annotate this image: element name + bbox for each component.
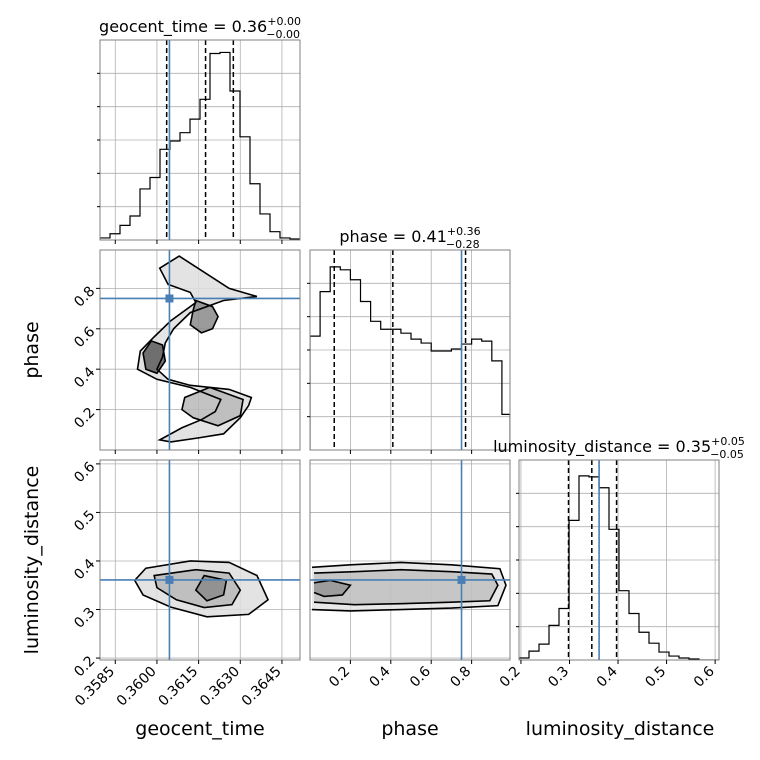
histogram-luminosity_distance (519, 475, 719, 660)
title-sup-phase: +0.36 (447, 225, 481, 238)
y-tick-label-luminosity_distance: 0.4 (71, 556, 98, 583)
contour-line (181, 386, 244, 427)
pair-frame (99, 249, 301, 451)
density-fill (195, 575, 227, 601)
x-axis-label-luminosity_distance: luminosity_distance (526, 718, 715, 740)
contour-line (311, 561, 507, 612)
pair-panel-geocent_time-luminosity_distance (100, 460, 300, 660)
hist-panel-phase (310, 250, 510, 450)
truth-marker (457, 575, 466, 584)
title-sub-geocent_time: −0.00 (266, 28, 300, 41)
y-tick-label-luminosity_distance: 0.3 (71, 605, 98, 632)
title-sup-geocent_time: +0.00 (267, 15, 301, 28)
x-axis-label-geocent_time: geocent_time (135, 718, 264, 740)
pair-panel-bg (100, 460, 300, 660)
title-geocent_time: geocent_time = 0.36+0.00 (99, 15, 301, 37)
pair-frame (99, 459, 301, 661)
y-tick-label-phase: 0.6 (71, 324, 98, 351)
title-main-luminosity_distance: luminosity_distance = 0.35 (493, 437, 711, 457)
x-tick-label-phase: 0.4 (367, 663, 394, 690)
histogram-geocent_time (100, 51, 300, 240)
x-tick-label-geocent_time: 0.3615 (155, 664, 201, 710)
hist-panel-luminosity_distance (519, 460, 719, 660)
pair-panel-phase-luminosity_distance (310, 460, 510, 660)
title-main-phase: phase = 0.41 (339, 227, 446, 246)
y-tick-label-luminosity_distance: 0.5 (71, 507, 98, 534)
title-luminosity_distance: luminosity_distance = 0.35+0.05 (493, 435, 745, 457)
contour-line (189, 299, 219, 334)
x-tick-label-phase: 0.6 (407, 663, 434, 690)
x-tick-label-luminosity_distance: 0.2 (497, 664, 524, 691)
contour-line (133, 560, 270, 618)
y-tick-label-phase: 0.2 (71, 405, 98, 432)
truth-marker (165, 294, 174, 303)
density-fill (181, 387, 244, 426)
x-tick-label-phase: 0.8 (447, 664, 474, 691)
contour-line (313, 568, 499, 606)
x-tick-label-luminosity_distance: 0.3 (545, 664, 572, 691)
contour-line (142, 339, 167, 375)
title-sub-luminosity_distance: −0.05 (710, 448, 744, 461)
contour-line (313, 579, 352, 598)
density-fill (314, 569, 498, 605)
title-sub-phase: −0.28 (446, 238, 480, 251)
density-fill (314, 580, 351, 597)
pair-panel-bg (310, 460, 510, 660)
density-fill (143, 340, 166, 374)
y-axis-label-phase: phase (21, 321, 43, 378)
x-tick-label-phase: 0.2 (326, 664, 353, 691)
histogram-phase (310, 266, 510, 450)
y-tick-label-phase: 0.4 (71, 364, 98, 391)
title-main-geocent_time: geocent_time = 0.36 (99, 17, 267, 37)
x-tick-label-geocent_time: 0.3630 (197, 664, 243, 710)
x-tick-label-geocent_time: 0.3600 (114, 664, 160, 710)
y-axis-label-luminosity_distance: luminosity_distance (21, 466, 43, 655)
title-phase: phase = 0.41+0.36 (339, 225, 480, 246)
title-sup-luminosity_distance: +0.05 (711, 435, 745, 448)
x-tick-label-luminosity_distance: 0.5 (642, 664, 669, 691)
hist-panel-geocent_time (100, 40, 300, 240)
y-tick-label-luminosity_distance: 0.6 (71, 459, 98, 486)
pair-frame (309, 459, 511, 661)
x-tick-label-geocent_time: 0.3645 (239, 664, 285, 710)
density-fill (190, 300, 219, 333)
x-tick-label-luminosity_distance: 0.6 (691, 663, 718, 690)
y-tick-label-phase: 0.8 (71, 283, 98, 310)
contour-line (153, 568, 242, 609)
truth-marker (165, 575, 174, 584)
pair-panel-geocent_time-phase (100, 250, 300, 450)
x-axis-label-phase: phase (381, 718, 438, 740)
x-tick-label-luminosity_distance: 0.4 (594, 663, 621, 690)
